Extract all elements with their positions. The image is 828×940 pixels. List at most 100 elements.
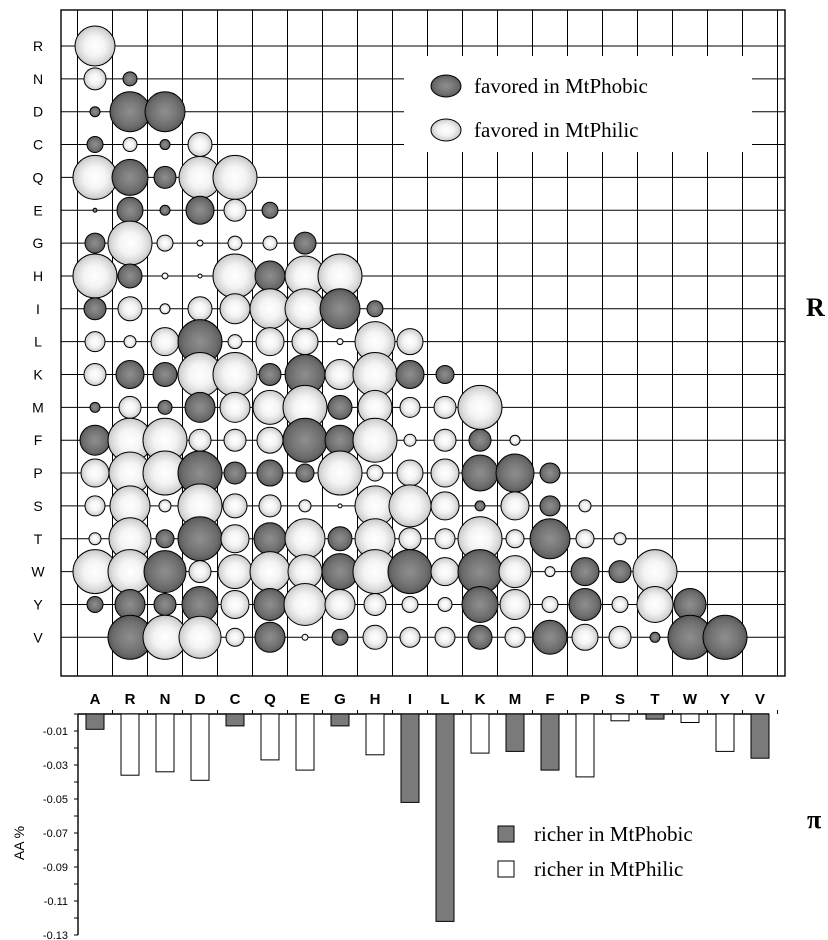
y-tick-label: -0.05	[43, 794, 68, 806]
bubble-t-f	[529, 518, 571, 560]
bar-chart-panel: -0.01 -0.03 -0.05 -0.07 -0.09 -0.11 -0.13 AA %	[11, 710, 778, 940]
bubble-v-f	[532, 619, 568, 655]
bubble-s-e	[298, 499, 312, 513]
bar-legend-swatch-philic	[497, 860, 515, 878]
bubble-w-m	[498, 555, 532, 589]
bubble-p-e	[295, 463, 315, 483]
bubble-i-h	[366, 300, 384, 318]
bubble-s-q	[258, 494, 282, 518]
bubble-t-m	[505, 529, 525, 549]
bubble-c-n	[159, 139, 171, 151]
row-label-c: C	[33, 137, 43, 153]
bubble-p-h	[366, 464, 384, 482]
bubble-y-g	[324, 588, 356, 620]
bubble-f-d	[188, 428, 212, 452]
bubble-y-c	[220, 589, 250, 619]
bubble-p-l	[430, 458, 460, 488]
bubble-t-a	[88, 532, 102, 546]
bubble-v-q	[254, 621, 286, 653]
bubble-e-q	[261, 201, 279, 219]
bar-n	[155, 713, 175, 773]
bubble-g-r	[107, 220, 153, 266]
column-label-e: E	[300, 691, 310, 708]
bar-q	[260, 713, 280, 761]
row-label-r: R	[33, 38, 43, 54]
column-label-m: M	[509, 691, 522, 708]
bubble-s-f	[539, 495, 561, 517]
bar-g	[330, 713, 350, 727]
bubble-w-p	[570, 557, 600, 587]
row-label-g: G	[33, 235, 44, 251]
column-label-c: C	[230, 691, 241, 708]
bubble-q-c	[212, 154, 258, 200]
bubble-v-c	[225, 627, 245, 647]
bubble-l-r	[123, 335, 137, 349]
bubble-g-e	[293, 231, 317, 255]
bar-d	[190, 713, 210, 781]
row-label-f: F	[34, 432, 43, 448]
bubble-l-e	[291, 328, 319, 356]
y-tick-label: -0.01	[43, 726, 68, 738]
bubble-s-l	[430, 491, 460, 521]
bubble-t-s	[613, 532, 627, 546]
bubble-w-l	[430, 557, 460, 587]
bubble-v-m	[504, 626, 526, 648]
bubble-i-d	[187, 296, 213, 322]
bar-s	[610, 713, 630, 722]
bubble-p-m	[495, 453, 535, 493]
bubble-f-m	[509, 434, 521, 446]
bubble-w-c	[217, 554, 253, 590]
bubble-s-k	[474, 500, 486, 512]
column-label-w: W	[683, 691, 698, 708]
bubble-y-n	[153, 592, 177, 616]
bubble-v-i	[399, 626, 421, 648]
bubble-y-q	[253, 587, 287, 621]
bubble-i-r	[117, 296, 143, 322]
bubble-e-a	[92, 207, 98, 213]
panel-label-pi: π	[807, 805, 821, 834]
bubble-c-r	[122, 137, 138, 153]
bubble-w-s	[608, 560, 632, 584]
row-label-e: E	[33, 202, 42, 218]
bubble-y-p	[568, 587, 602, 621]
bubble-y-e	[283, 582, 327, 626]
y-tick-label: -0.13	[43, 930, 68, 940]
bubble-q-n	[153, 165, 177, 189]
bubble-h-r	[117, 263, 143, 289]
bubble-h-c	[212, 253, 258, 299]
bubble-p-i	[396, 459, 424, 487]
bubble-h-q	[254, 260, 286, 292]
bubble-c-a	[86, 136, 104, 154]
row-label-h: H	[33, 268, 43, 284]
bubble-t-d	[177, 516, 223, 562]
matrix-legend: favored in MtPhobic favored in MtPhilic	[404, 56, 752, 152]
row-label-p: P	[33, 465, 42, 481]
bar-l	[435, 713, 455, 922]
bubble-c-d	[187, 132, 213, 158]
bubble-t-c	[220, 524, 250, 554]
bar-k	[470, 713, 490, 754]
bubble-l-q	[255, 327, 285, 357]
bar-r	[120, 713, 140, 776]
column-label-d: D	[195, 691, 206, 708]
bubble-l-n	[150, 327, 180, 357]
column-label-n: N	[160, 691, 171, 708]
bubble-g-d	[196, 239, 204, 247]
y-tick-label: -0.03	[43, 760, 68, 772]
bubble-t-q	[253, 522, 287, 556]
bubble-l-g	[336, 338, 344, 346]
bubble-k-a	[83, 363, 107, 386]
bubble-l-a	[84, 331, 106, 353]
bubble-y-i	[401, 595, 419, 613]
bubble-n-r	[122, 71, 138, 87]
column-label-l: L	[440, 691, 449, 708]
bubble-t-g	[327, 526, 353, 552]
bubble-y-h	[363, 592, 387, 616]
bubble-k-n	[152, 362, 178, 387]
panel-label-r: R	[806, 293, 825, 322]
bar-legend-swatch-phobic	[497, 825, 515, 843]
bubble-f-a	[79, 424, 111, 456]
legend-marker-phobic	[430, 74, 462, 98]
bubble-t-n	[155, 529, 175, 549]
bubble-y-a	[86, 595, 104, 613]
